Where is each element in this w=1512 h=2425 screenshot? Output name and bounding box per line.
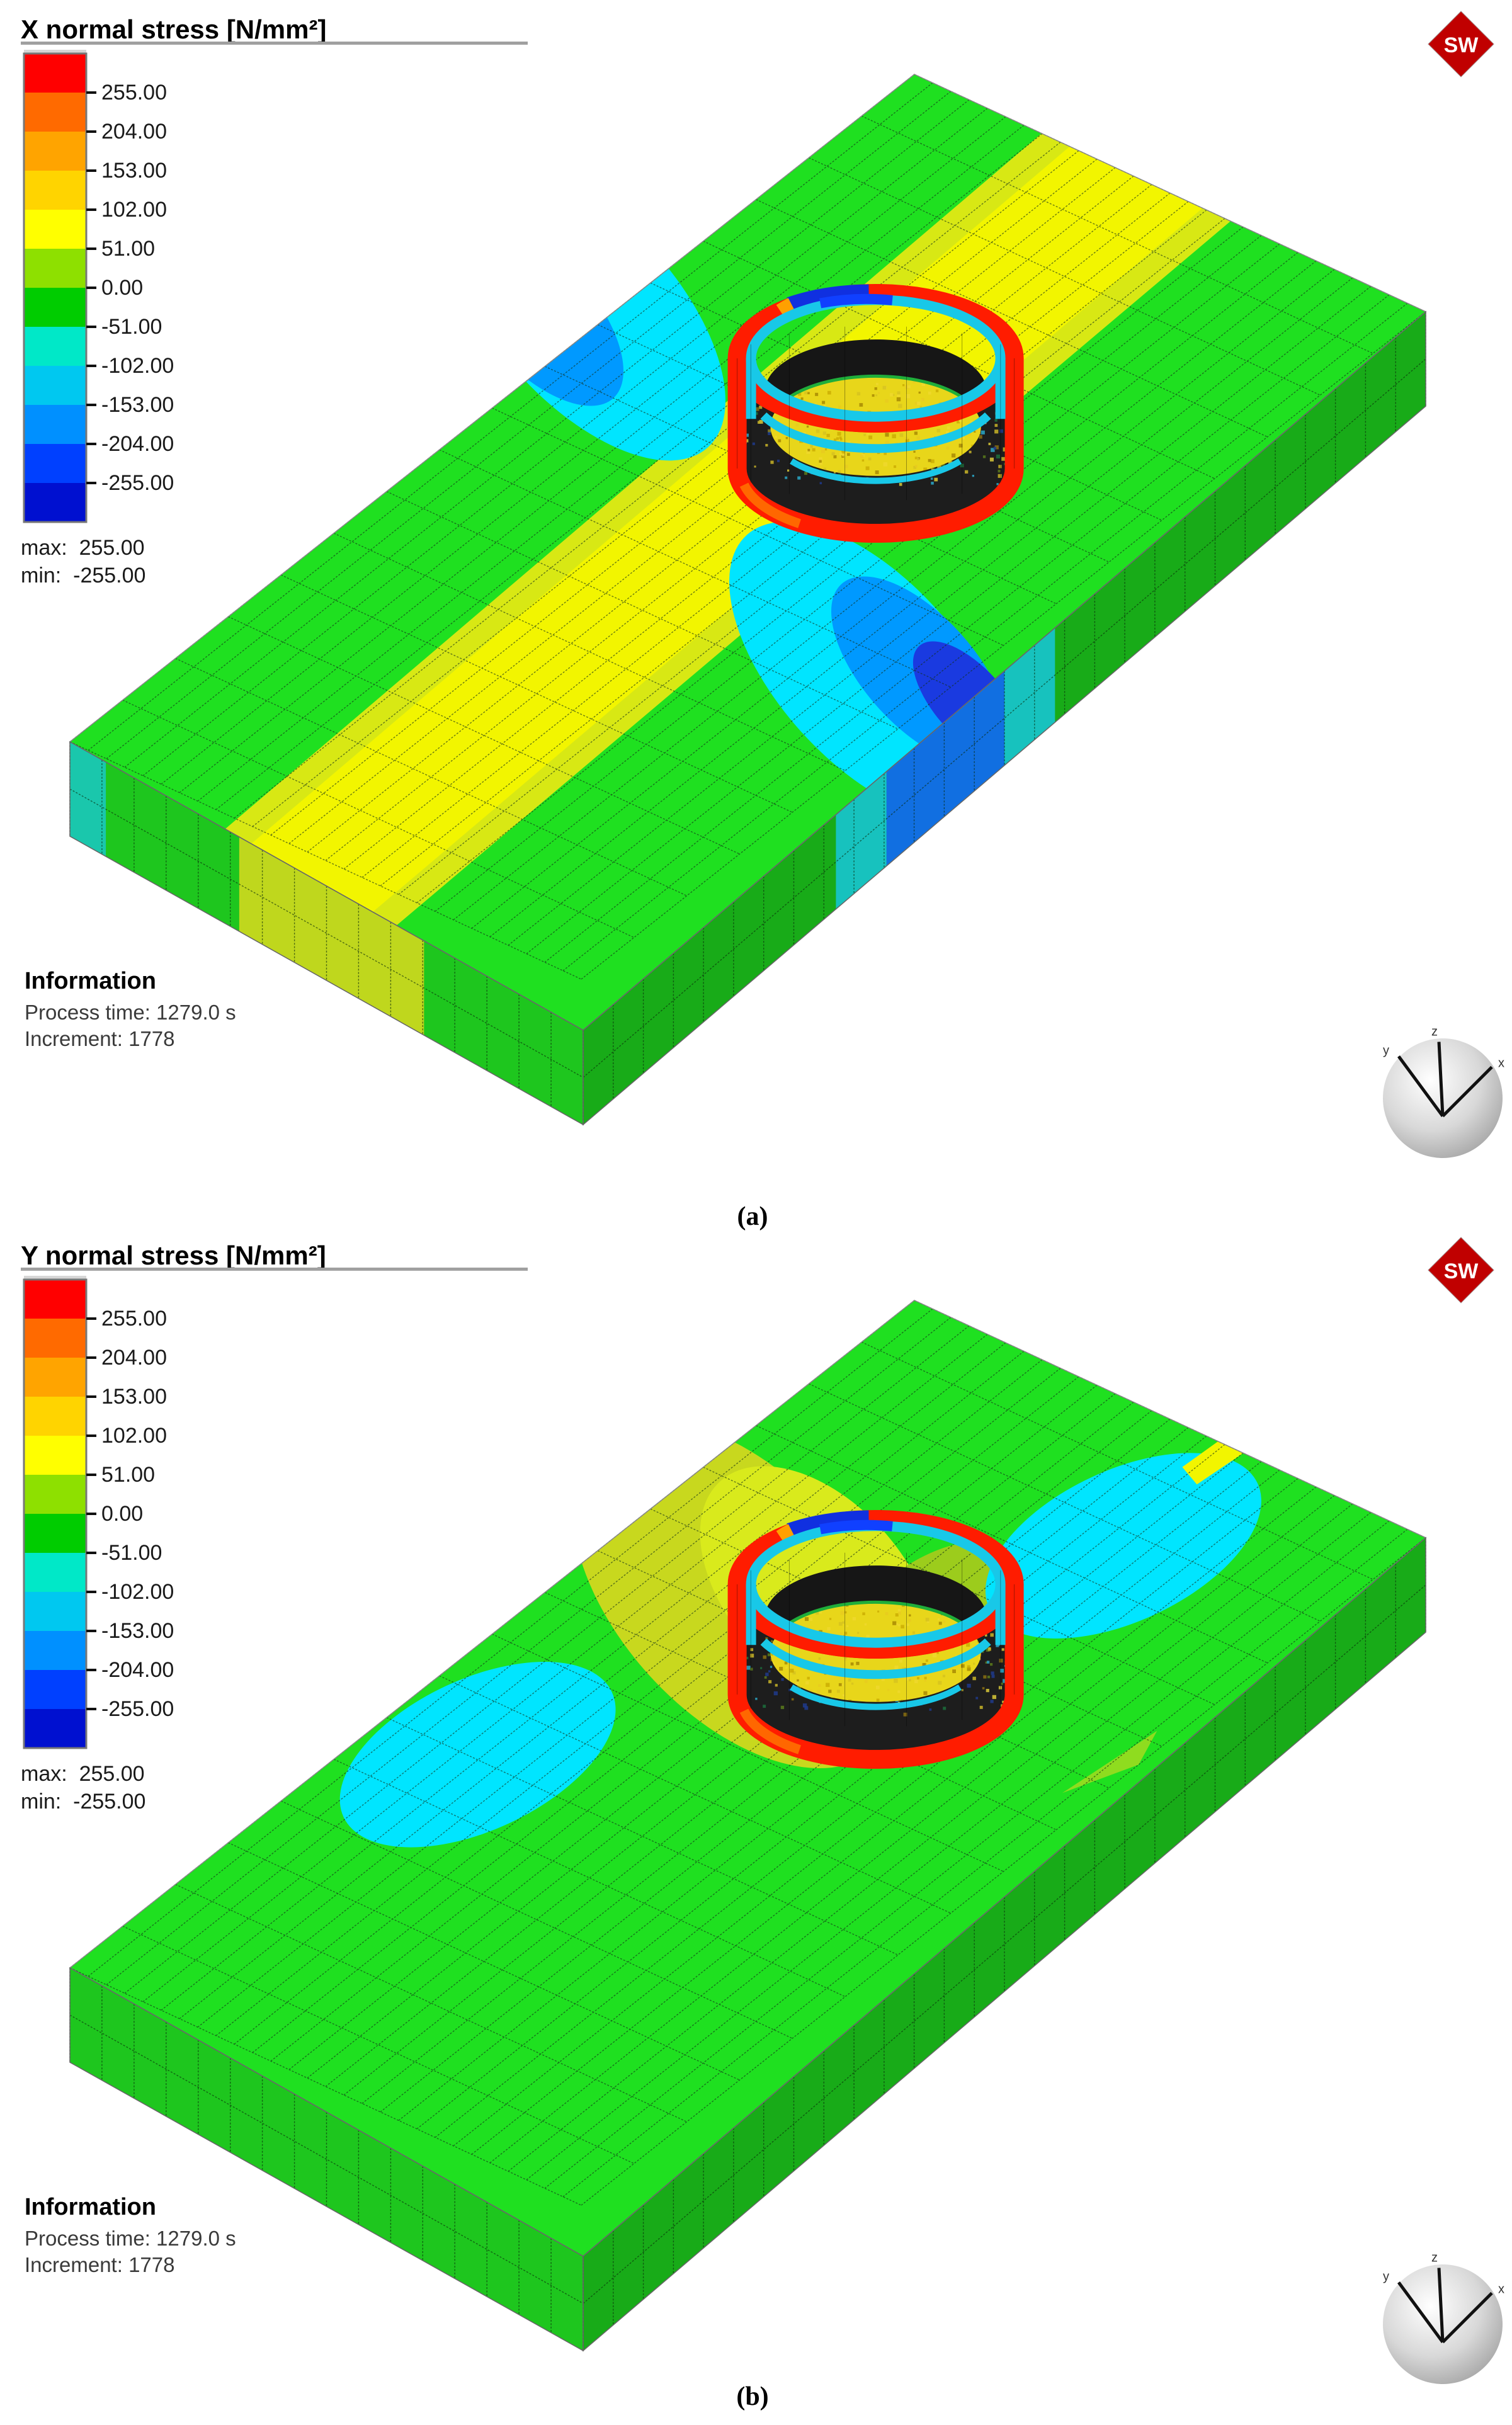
svg-text:Information: Information [25, 2194, 156, 2220]
svg-text:0.00: 0.00 [101, 276, 143, 300]
svg-text:102.00: 102.00 [101, 198, 167, 222]
svg-text:z: z [1431, 2251, 1438, 2265]
svg-text:-255.00: -255.00 [101, 1697, 174, 1721]
svg-text:Process time: 1279.0 s: Process time: 1279.0 s [25, 2227, 236, 2250]
svg-text:102.00: 102.00 [101, 1424, 167, 1448]
svg-text:204.00: 204.00 [101, 120, 167, 144]
svg-text:Y normal stress [N/mm²]: Y normal stress [N/mm²] [21, 1241, 326, 1270]
svg-text:153.00: 153.00 [101, 159, 167, 183]
svg-text:min: -255.00: min: -255.00 [21, 564, 145, 588]
svg-text:-51.00: -51.00 [101, 1541, 162, 1565]
svg-text:-204.00: -204.00 [101, 432, 174, 456]
svg-text:Increment: 1778: Increment: 1778 [25, 2253, 174, 2276]
svg-text:(b): (b) [736, 2382, 768, 2411]
svg-text:x: x [1498, 1057, 1504, 1071]
svg-text:-153.00: -153.00 [101, 393, 174, 417]
svg-text:-255.00: -255.00 [101, 471, 174, 495]
svg-text:z: z [1431, 1025, 1438, 1039]
svg-text:-102.00: -102.00 [101, 354, 174, 378]
svg-text:min: -255.00: min: -255.00 [21, 1790, 145, 1814]
svg-text:X normal stress [N/mm²]: X normal stress [N/mm²] [21, 14, 326, 44]
svg-text:max: 255.00: max: 255.00 [21, 536, 145, 560]
svg-text:0.00: 0.00 [101, 1502, 143, 1526]
svg-text:255.00: 255.00 [101, 81, 167, 105]
svg-text:204.00: 204.00 [101, 1346, 167, 1370]
svg-text:Process time: 1279.0 s: Process time: 1279.0 s [25, 1001, 236, 1024]
svg-text:y: y [1383, 1044, 1389, 1058]
svg-text:-102.00: -102.00 [101, 1580, 174, 1604]
svg-text:Information: Information [25, 968, 156, 994]
svg-text:255.00: 255.00 [101, 1307, 167, 1331]
svg-text:max: 255.00: max: 255.00 [21, 1762, 145, 1786]
svg-text:x: x [1498, 2283, 1504, 2297]
svg-text:51.00: 51.00 [101, 237, 155, 261]
svg-text:-204.00: -204.00 [101, 1658, 174, 1682]
svg-text:153.00: 153.00 [101, 1385, 167, 1409]
svg-text:y: y [1383, 2270, 1389, 2284]
svg-text:(a): (a) [737, 1202, 768, 1231]
svg-text:-153.00: -153.00 [101, 1619, 174, 1643]
svg-text:51.00: 51.00 [101, 1463, 155, 1487]
svg-text:Increment: 1778: Increment: 1778 [25, 1027, 174, 1050]
svg-text:-51.00: -51.00 [101, 315, 162, 339]
